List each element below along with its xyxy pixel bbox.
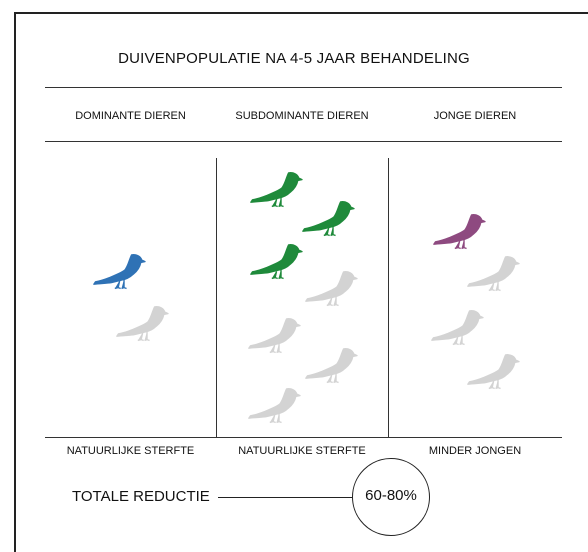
pigeon-icon-subdominant-removed <box>248 318 301 354</box>
column-header-young: JONGE DIEREN <box>433 110 517 122</box>
pigeon-icon-young-removed <box>467 354 520 390</box>
total-connector-line <box>218 497 352 498</box>
column-divider-1 <box>216 158 217 437</box>
column-footer-dominant: NATUURLIJKE STERFTE <box>66 445 195 457</box>
pigeon-icon-subdominant-remaining <box>250 172 303 208</box>
footer-divider <box>45 437 562 438</box>
column-header-subdominant: SUBDOMINANTE DIEREN <box>235 110 369 122</box>
pigeon-icon-young-removed <box>467 256 520 292</box>
column-footer-subdominant: NATUURLIJKE STERFTE <box>238 445 366 457</box>
total-reduction-label: TOTALE REDUCTIE <box>72 488 210 505</box>
pigeon-icon-young-remaining <box>433 214 486 250</box>
pigeon-icon-subdominant-removed <box>305 271 358 307</box>
pigeon-icon-dominant-remaining <box>93 254 146 290</box>
pigeon-icon-subdominant-removed <box>248 388 301 424</box>
title-divider <box>45 87 562 88</box>
pigeon-icon-dominant-removed <box>116 306 169 342</box>
total-reduction-value: 60-80% <box>365 487 417 504</box>
header-divider <box>45 141 562 142</box>
reduction-circle <box>352 458 430 536</box>
column-header-dominant: DOMINANTE DIEREN <box>75 110 186 122</box>
pigeon-icon-young-removed <box>431 310 484 346</box>
column-divider-2 <box>388 158 389 437</box>
pigeon-icon-subdominant-removed <box>305 348 358 384</box>
diagram-title: DUIVENPOPULATIE NA 4-5 JAAR BEHANDELING <box>118 50 470 67</box>
column-footer-young: MINDER JONGEN <box>428 445 522 457</box>
pigeon-icon-subdominant-remaining <box>302 201 355 237</box>
diagram-frame <box>14 12 588 552</box>
pigeon-icon-subdominant-remaining <box>250 244 303 280</box>
